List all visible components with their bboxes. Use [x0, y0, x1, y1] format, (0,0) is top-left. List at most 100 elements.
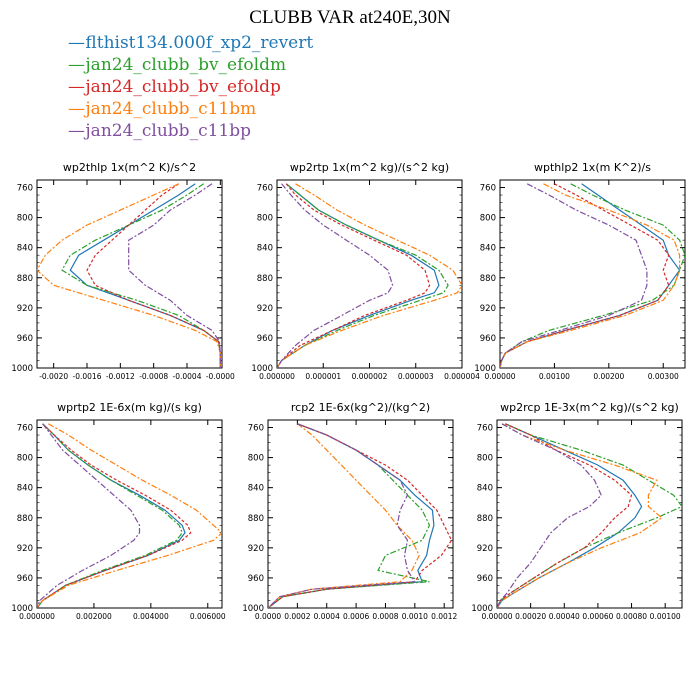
panel-title: rcp2 1E-6x(kg^2)/(kg^2) — [291, 401, 430, 414]
series-group — [277, 183, 462, 368]
legend-label: jan24_clubb_c11bp — [85, 121, 251, 141]
series-line-2 — [277, 183, 449, 368]
series-line-3 — [268, 423, 453, 608]
series-line-3 — [500, 183, 670, 368]
y-tick-label: 760 — [480, 184, 496, 194]
y-tick-label: 800 — [248, 454, 264, 464]
figure-title: CLUBB VAR at240E,30N — [249, 7, 451, 28]
y-tick-label: 840 — [248, 484, 264, 494]
y-tick-label: 920 — [257, 304, 273, 314]
y-tick-label: 920 — [17, 304, 33, 314]
legend-label: jan24_clubb_bv_efoldm — [85, 55, 287, 75]
x-tick-label: -0.0012 — [106, 372, 135, 381]
y-tick-label: 800 — [17, 454, 33, 464]
panel-title: wprtp2 1E-6x(m kg)/(s kg) — [57, 401, 202, 414]
y-tick-label: 800 — [477, 454, 493, 464]
y-tick-label: 800 — [17, 214, 33, 224]
x-tick-label: 0.00040 — [549, 612, 580, 621]
series-line-3 — [497, 423, 633, 608]
y-tick-label: 960 — [477, 574, 493, 584]
y-tick-label: 1000 — [11, 364, 33, 374]
legend-item-1: — flthist134.000f_xp2_revert — [68, 32, 313, 54]
panel-title: wp2rtp 1x(m^2 kg)/(s^2 kg) — [290, 161, 449, 174]
plot-frame — [36, 179, 223, 369]
series-line-1 — [37, 423, 186, 608]
y-tick-label: 840 — [17, 484, 33, 494]
plot-frame — [496, 419, 683, 609]
legend-label: jan24_clubb_bv_efoldp — [85, 77, 281, 97]
series-line-4 — [37, 183, 221, 368]
series-line-4 — [268, 423, 420, 608]
x-tick-label: 0.006000 — [190, 612, 226, 621]
x-tick-label: 0.00100 — [650, 612, 681, 621]
series-line-1 — [69, 183, 221, 368]
series-line-3 — [37, 423, 192, 608]
series-line-1 — [497, 423, 643, 608]
x-tick-label: 0.0002 — [284, 612, 310, 621]
series-line-1 — [500, 183, 681, 368]
series-group — [500, 183, 685, 368]
series-line-4 — [497, 423, 663, 608]
series-line-2 — [61, 183, 221, 368]
y-tick-label: 760 — [17, 184, 33, 194]
y-tick-label: 760 — [257, 184, 273, 194]
x-tick-label: 0.0012 — [431, 612, 457, 621]
y-tick-label: 1000 — [251, 364, 273, 374]
series-group — [268, 423, 453, 608]
y-tick-label: 800 — [480, 214, 496, 224]
x-tick-label: 0.00020 — [515, 612, 546, 621]
panel-title: wp2rcp 1E-3x(m^2 kg)/(s^2 kg) — [500, 401, 679, 414]
x-tick-label: -0.0020 — [39, 372, 68, 381]
series-line-4 — [37, 423, 222, 608]
y-tick-label: 920 — [480, 304, 496, 314]
chart-panel-6: wp2rcp 1E-3x(m^2 kg)/(s^2 kg) 760 800 840 88… — [471, 401, 683, 621]
series-line-5 — [500, 183, 648, 368]
x-tick-label: -0.0008 — [139, 372, 168, 381]
y-tick-label: 1000 — [11, 604, 33, 614]
series-line-5 — [128, 183, 221, 368]
y-tick-label: 840 — [480, 244, 496, 254]
x-tick-label: 0.000001 — [305, 372, 341, 381]
x-tick-label: 0.0000 — [255, 612, 281, 621]
x-tick-label: 0.00100 — [539, 372, 570, 381]
y-tick-label: 840 — [17, 244, 33, 254]
x-tick-label: 0.000000 — [259, 372, 295, 381]
x-tick-label: 0.00000 — [481, 612, 512, 621]
series-group — [37, 183, 221, 368]
x-tick-label: -0.0016 — [73, 372, 102, 381]
legend-label: jan24_clubb_c11bm — [85, 99, 257, 119]
y-tick-label: 800 — [257, 214, 273, 224]
series-line-2 — [268, 423, 431, 608]
legend: — flthist134.000f_xp2_revert — jan24_clu… — [68, 32, 313, 142]
x-tick-label: 0.0008 — [372, 612, 398, 621]
series-line-2 — [497, 423, 682, 608]
series-line-3 — [277, 183, 431, 368]
y-tick-label: 840 — [257, 244, 273, 254]
x-tick-label: 0.0010 — [402, 612, 428, 621]
y-tick-label: 760 — [17, 424, 33, 434]
y-tick-label: 880 — [480, 274, 496, 284]
x-tick-label: 0.00200 — [593, 372, 624, 381]
y-tick-label: 960 — [480, 334, 496, 344]
series-line-2 — [500, 183, 685, 368]
y-tick-label: 880 — [17, 274, 33, 284]
y-tick-label: 960 — [257, 334, 273, 344]
x-tick-label: 0.00060 — [582, 612, 613, 621]
legend-item-2: — jan24_clubb_bv_efoldm — [68, 54, 313, 76]
x-tick-label: 0.00300 — [648, 372, 679, 381]
series-line-5 — [37, 423, 141, 608]
panel-title: wpthlp2 1x(m K^2)/s — [534, 161, 651, 174]
legend-item-5: — jan24_clubb_c11bp — [68, 120, 313, 142]
y-tick-label: 960 — [17, 574, 33, 584]
y-tick-label: 1000 — [471, 604, 493, 614]
x-tick-label: 0.0006 — [343, 612, 369, 621]
series-line-5 — [268, 423, 416, 608]
x-tick-label: 0.004000 — [133, 612, 169, 621]
plot-frame — [36, 419, 223, 609]
series-line-4 — [500, 183, 681, 368]
x-tick-label: -0.0004 — [173, 372, 202, 381]
x-tick-label: 0.000000 — [19, 612, 55, 621]
x-tick-label: 0.00080 — [616, 612, 647, 621]
legend-item-3: — jan24_clubb_bv_efoldp — [68, 76, 313, 98]
